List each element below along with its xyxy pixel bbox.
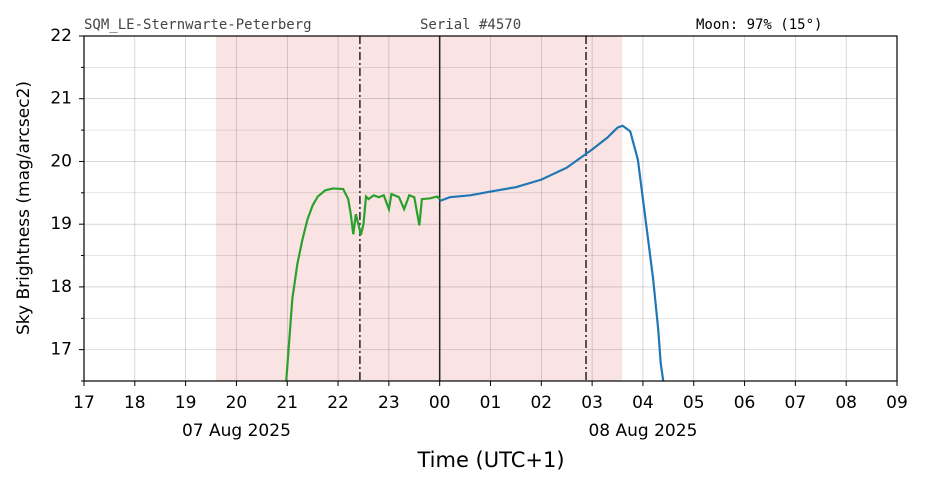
y-tick-label: 19: [50, 214, 72, 234]
date-label: 08 Aug 2025: [588, 421, 697, 441]
x-tick-label: 07: [785, 393, 807, 413]
x-tick-label: 23: [378, 393, 400, 413]
x-tick-label: 04: [632, 393, 654, 413]
x-axis-label: Time (UTC+1): [416, 448, 564, 472]
y-axis-label: Sky Brightness (mag/arcsec2): [14, 81, 34, 335]
x-tick-label: 20: [226, 393, 248, 413]
y-tick-label: 21: [50, 89, 72, 109]
y-tick-label: 18: [50, 277, 72, 297]
x-tick-label: 01: [480, 393, 502, 413]
header-left: SQM_LE-Sternwarte-Peterberg: [84, 17, 312, 33]
brightness-line: [439, 124, 665, 381]
x-tick-label: 22: [327, 393, 349, 413]
night-region: [216, 36, 623, 381]
x-tick-label: 18: [124, 393, 146, 413]
x-tick-label: 00: [429, 393, 451, 413]
y-tick-label: 22: [50, 26, 72, 46]
x-tick-label: 21: [276, 393, 298, 413]
y-tick-label: 17: [50, 340, 72, 360]
x-tick-label: 05: [683, 393, 705, 413]
x-tick-label: 08: [835, 393, 857, 413]
x-tick-label: 03: [581, 393, 603, 413]
header-center: Serial #4570: [420, 17, 521, 33]
x-tick-label: 02: [530, 393, 552, 413]
y-tick-label: 20: [50, 151, 72, 171]
date-label: 07 Aug 2025: [182, 421, 291, 441]
x-tick-label: 17: [73, 393, 95, 413]
x-tick-label: 09: [886, 393, 908, 413]
header-right: Moon: 97% (15°): [696, 17, 822, 33]
x-tick-label: 19: [175, 393, 197, 413]
brightness-line: [285, 187, 441, 381]
x-tick-label: 06: [734, 393, 756, 413]
